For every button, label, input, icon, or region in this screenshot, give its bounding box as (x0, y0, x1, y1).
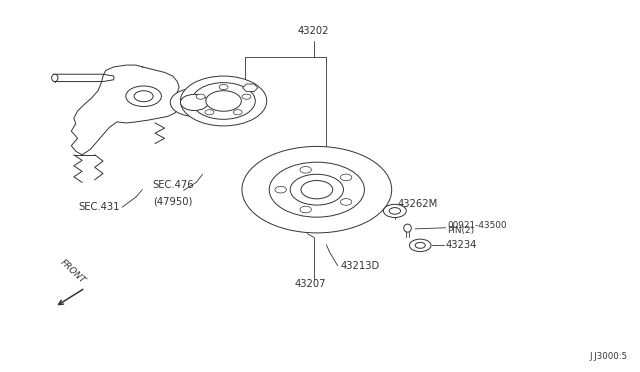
Circle shape (383, 204, 406, 218)
Circle shape (219, 84, 228, 90)
Circle shape (170, 89, 218, 116)
Polygon shape (54, 74, 114, 81)
Circle shape (410, 239, 431, 251)
Circle shape (206, 91, 241, 111)
Circle shape (242, 94, 251, 99)
Text: (47950): (47950) (153, 197, 193, 207)
Circle shape (275, 186, 286, 193)
Text: SEC.476: SEC.476 (152, 180, 194, 190)
Circle shape (242, 147, 392, 233)
Circle shape (415, 243, 426, 248)
Circle shape (290, 174, 344, 205)
Circle shape (180, 76, 267, 126)
Text: FRONT: FRONT (58, 258, 87, 286)
Circle shape (192, 83, 255, 119)
Circle shape (126, 86, 161, 106)
Circle shape (300, 167, 312, 173)
Circle shape (180, 94, 209, 110)
Text: 43222: 43222 (195, 83, 226, 93)
Text: 00921-43500: 00921-43500 (447, 221, 506, 230)
Circle shape (196, 94, 205, 99)
Text: 43207: 43207 (295, 279, 326, 289)
Circle shape (389, 208, 401, 214)
Circle shape (269, 162, 364, 217)
Circle shape (234, 110, 242, 115)
Circle shape (340, 174, 352, 181)
Text: SEC.431: SEC.431 (79, 202, 120, 212)
Polygon shape (71, 65, 179, 155)
Circle shape (205, 110, 214, 115)
Circle shape (300, 206, 312, 213)
Text: 43234: 43234 (445, 240, 477, 250)
Text: 43262M: 43262M (397, 199, 438, 209)
Circle shape (134, 91, 153, 102)
Text: PIN(2): PIN(2) (447, 226, 474, 235)
Ellipse shape (52, 74, 58, 81)
Ellipse shape (404, 224, 412, 232)
Circle shape (340, 199, 352, 205)
Polygon shape (243, 84, 258, 92)
Text: 43213D: 43213D (340, 261, 380, 271)
Text: J J3000:5: J J3000:5 (589, 352, 628, 361)
Text: 43202: 43202 (298, 26, 330, 36)
Circle shape (301, 180, 333, 199)
